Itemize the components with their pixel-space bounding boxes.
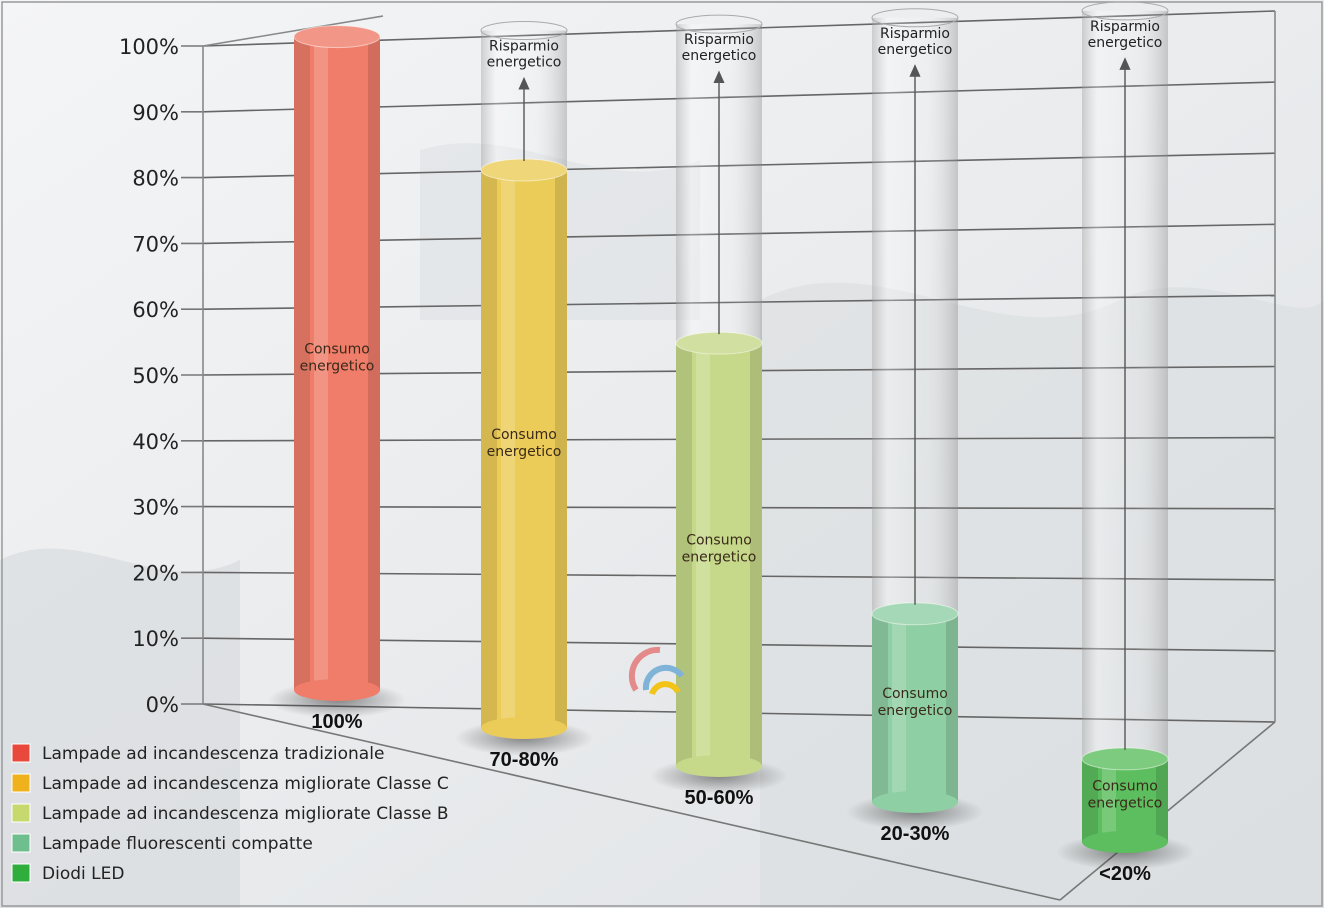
bar-shade-right xyxy=(555,170,567,728)
bar-top-shine xyxy=(676,332,762,355)
bar-top-shine xyxy=(1082,747,1168,770)
bar-consumption-label: Consumo energetico xyxy=(1088,778,1163,811)
logo-arc xyxy=(649,681,681,696)
bar-2: Consumo energetico Risparmio energetico 70-8… xyxy=(455,21,593,771)
legend-label: Lampade ad incandescenza migliorate Clas… xyxy=(42,804,449,824)
bar-shade-right xyxy=(750,343,762,766)
legend-item: Diodi LED xyxy=(11,863,124,884)
legend: Lampade ad incandescenza tradizionale Lam… xyxy=(11,743,449,884)
y-tick-label: 60% xyxy=(132,298,179,322)
y-tick-label: 10% xyxy=(132,627,179,651)
logo-arc xyxy=(642,664,685,691)
bar-bottom xyxy=(481,717,567,739)
floor-edge xyxy=(202,703,1061,901)
y-tick-label: 30% xyxy=(132,496,179,520)
bar-3: Consumo energetico Risparmio energetico 50-6… xyxy=(650,14,788,809)
category-label: <20% xyxy=(1099,863,1151,885)
y-tick-label: 40% xyxy=(132,430,179,454)
bar-top-shine xyxy=(481,159,567,182)
bar-shade-left xyxy=(1082,758,1098,842)
logo-arc xyxy=(628,646,661,692)
bar-saving-label: Risparmio energetico xyxy=(487,39,562,71)
y-tick-label: 100% xyxy=(119,35,179,59)
bar-bottom xyxy=(872,791,958,813)
legend-swatch xyxy=(11,743,31,763)
legend-swatch xyxy=(11,863,31,883)
bar-body xyxy=(872,613,958,802)
y-tick-label: 70% xyxy=(132,232,179,256)
glass-top xyxy=(675,14,763,34)
bar-consumption-label: Consumo energetico xyxy=(487,427,562,460)
legend-item: Lampade ad incandescenza tradizionale xyxy=(11,743,384,764)
bar-body xyxy=(1082,758,1168,842)
glass-top xyxy=(871,8,959,28)
bar-shade-right xyxy=(368,36,380,690)
category-label: 50-60% xyxy=(685,787,754,809)
bar-saving-label: Risparmio energetico xyxy=(878,26,953,58)
bar-bottom xyxy=(676,755,762,777)
glass-top xyxy=(1081,1,1169,21)
bar-shade-left xyxy=(294,36,310,690)
bar-body xyxy=(294,36,380,690)
legend-label: Diodi LED xyxy=(42,864,124,884)
bar-highlight xyxy=(501,170,515,728)
bar-1: Consumo energetico 100% xyxy=(268,25,406,733)
bar-bottom xyxy=(1082,831,1168,853)
legend-swatch xyxy=(11,773,31,793)
legend-item: Lampade ad incandescenza migliorate Clas… xyxy=(11,773,449,794)
logo-mark xyxy=(628,646,685,696)
bars: Consumo energetico 100% Consumo energetico Ri… xyxy=(268,1,1194,885)
y-tick-label: 90% xyxy=(132,101,179,125)
legend-label: Lampade fluorescenti compatte xyxy=(42,834,313,854)
legend-item: Lampade fluorescenti compatte xyxy=(11,833,313,854)
bar-consumption-label: Consumo energetico xyxy=(878,686,953,719)
legend-item: Lampade ad incandescenza migliorate Clas… xyxy=(11,803,449,824)
y-tick-label: 20% xyxy=(132,561,179,585)
map-region xyxy=(760,282,1324,908)
bar-saving-label: Risparmio energetico xyxy=(682,32,757,64)
bar-shade-right xyxy=(1156,758,1168,842)
legend-label: Lampade ad incandescenza migliorate Clas… xyxy=(42,774,449,794)
y-tick-label: 0% xyxy=(146,693,179,717)
bar-top-shine xyxy=(872,602,958,625)
top-edge xyxy=(202,15,384,47)
bar-consumption-label: Consumo energetico xyxy=(300,341,375,374)
bar-5: Consumo energetico Risparmio energetico <20% xyxy=(1056,1,1194,885)
map-region xyxy=(0,548,240,908)
bar-bottom xyxy=(294,679,380,701)
category-label: 20-30% xyxy=(881,823,950,845)
y-tick-label: 80% xyxy=(132,167,179,191)
bar-highlight xyxy=(1102,758,1116,842)
bar-4: Consumo energetico Risparmio energetico 20-3… xyxy=(846,8,984,845)
bar-highlight xyxy=(696,343,710,766)
bar-shade-left xyxy=(676,343,692,766)
y-tick-label: 50% xyxy=(132,364,179,388)
legend-swatch xyxy=(11,833,31,853)
bar-shade-right xyxy=(946,613,958,802)
bar-shade-left xyxy=(872,613,888,802)
bar-shade-left xyxy=(481,170,497,728)
category-label: 100% xyxy=(311,711,362,733)
bar-consumption-label: Consumo energetico xyxy=(682,533,757,566)
glass-top xyxy=(480,21,568,41)
bar-highlight xyxy=(892,613,906,802)
bar-top-shine xyxy=(294,25,380,48)
legend-label: Lampade ad incandescenza tradizionale xyxy=(42,744,384,764)
bar-highlight xyxy=(314,36,328,690)
bar-body xyxy=(481,170,567,728)
bar-saving-label: Risparmio energetico xyxy=(1088,19,1163,51)
category-label: 70-80% xyxy=(490,749,559,771)
bar-top xyxy=(293,25,381,49)
legend-swatch xyxy=(11,803,31,823)
bar-body xyxy=(676,343,762,766)
